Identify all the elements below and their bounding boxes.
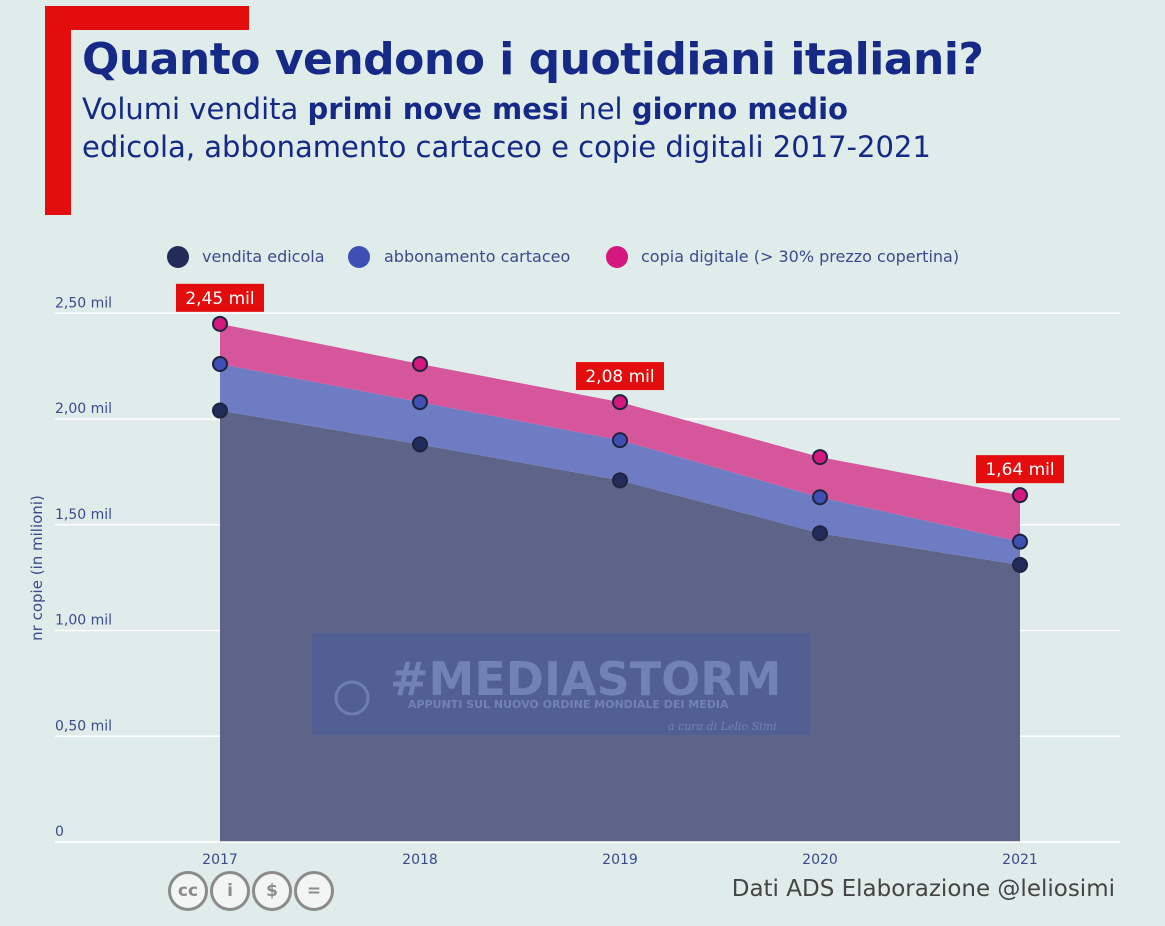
area-abbonamento-cartaceo: [220, 364, 1020, 565]
area-vendita-edicola: [220, 410, 1020, 842]
nd-icon: =: [294, 871, 334, 911]
y-tick-label: 0: [55, 824, 64, 840]
nc-icon: $: [252, 871, 292, 911]
watermark-title: #MEDIASTORM: [390, 652, 781, 706]
subtitle-bold-b: primi nove mesi: [307, 92, 570, 126]
total-label: 2,45 mil: [185, 289, 254, 309]
x-tick-label: 2017: [202, 852, 238, 868]
watermark-subtitle: APPUNTI SUL NUOVO ORDINE MONDIALE DEI ME…: [408, 698, 729, 711]
data-point: [1012, 556, 1028, 573]
subtitle-bold-d: giorno medio: [631, 92, 848, 126]
x-tick-label: 2020: [802, 852, 838, 868]
y-tick-label: 2,00 mil: [55, 401, 112, 417]
data-point: [212, 315, 228, 332]
subtitle-text-c: nel: [569, 92, 632, 126]
subtitle-text-a: Volumi vendita: [82, 92, 308, 126]
y-tick-label: 0,50 mil: [55, 718, 112, 734]
total-label-box: [576, 362, 664, 391]
data-point: [412, 356, 428, 373]
data-point: [812, 449, 828, 466]
data-point: [612, 394, 628, 411]
data-point: [612, 432, 628, 449]
total-label: 2,08 mil: [585, 367, 654, 387]
data-point: [412, 394, 428, 411]
legend-label: abbonamento cartaceo: [384, 247, 570, 266]
subtitle-line-1: Volumi vendita primi nove mesi nel giorn…: [82, 90, 931, 128]
legend-marker: [167, 246, 189, 268]
data-point: [212, 356, 228, 373]
data-point: [1012, 487, 1028, 504]
chart-title: Quanto vendono i quotidiani italiani?: [82, 34, 984, 85]
legend-label: copia digitale (> 30% prezzo copertina): [641, 247, 959, 266]
y-tick-label: 1,50 mil: [55, 507, 112, 523]
license-icons: cc i $ =: [168, 871, 334, 911]
total-label: 1,64 mil: [985, 460, 1054, 480]
corner-accent-horizontal: [45, 6, 249, 30]
chart-subtitle: Volumi vendita primi nove mesi nel giorn…: [82, 90, 931, 166]
data-point: [412, 436, 428, 453]
watermark-box: [312, 633, 810, 735]
y-tick-label: 1,00 mil: [55, 613, 112, 629]
watermark-credit: a cura di Lelio Simi: [668, 720, 777, 733]
by-icon: i: [210, 871, 250, 911]
y-tick-label: 2,50 mil: [55, 295, 112, 311]
data-point: [212, 402, 228, 419]
y-axis-label: nr copie (in milioni): [28, 495, 46, 641]
data-point: [812, 489, 828, 506]
x-tick-label: 2019: [602, 852, 638, 868]
source-credit: Dati ADS Elaborazione @leliosimi: [731, 876, 1115, 902]
watermark-globe-icon: [334, 680, 370, 716]
total-label-box: [176, 283, 264, 312]
legend-marker: [348, 246, 370, 268]
subtitle-line-2: edicola, abbonamento cartaceo e copie di…: [82, 130, 931, 164]
legend-marker: [606, 246, 628, 268]
data-point: [612, 472, 628, 489]
legend-label: vendita edicola: [202, 247, 325, 266]
x-tick-label: 2021: [1002, 852, 1038, 868]
data-point: [812, 525, 828, 542]
total-label-box: [976, 455, 1064, 484]
corner-accent-vertical: [45, 6, 71, 215]
x-tick-label: 2018: [402, 852, 438, 868]
data-point: [1012, 533, 1028, 550]
cc-icon: cc: [168, 871, 208, 911]
